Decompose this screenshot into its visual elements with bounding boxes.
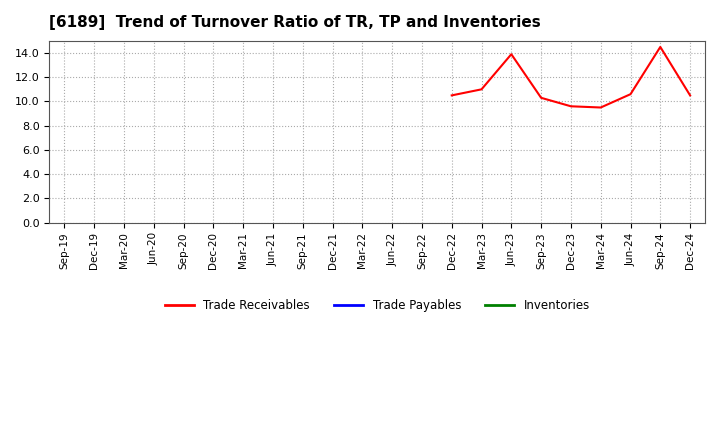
Legend: Trade Receivables, Trade Payables, Inventories: Trade Receivables, Trade Payables, Inven… bbox=[160, 294, 595, 317]
Text: [6189]  Trend of Turnover Ratio of TR, TP and Inventories: [6189] Trend of Turnover Ratio of TR, TP… bbox=[50, 15, 541, 30]
